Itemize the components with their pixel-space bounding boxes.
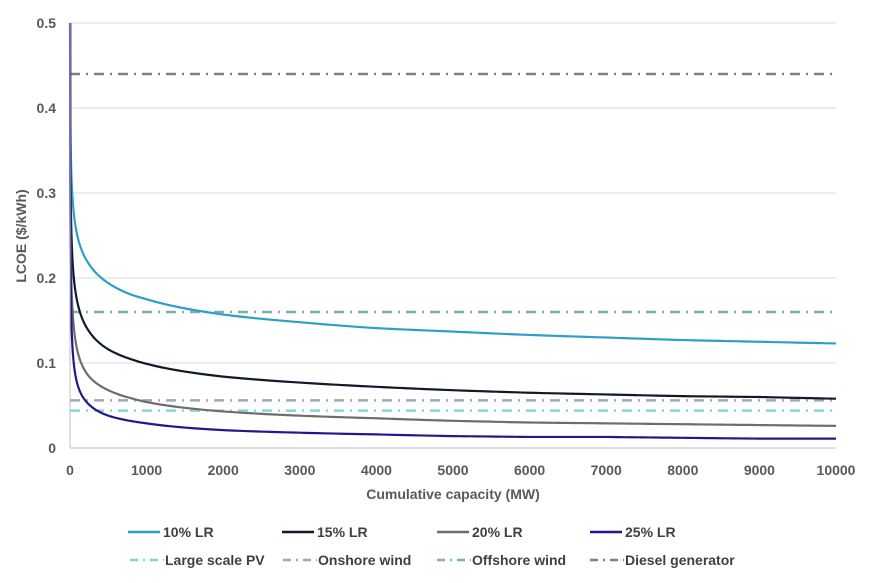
- x-tick-label: 4000: [361, 462, 392, 478]
- legend-label: 10% LR: [163, 524, 214, 540]
- legend-item-20-lr: 20% LR: [437, 524, 523, 540]
- y-axis-title: LCOE ($/kWh): [13, 189, 29, 282]
- gridlines: [70, 22, 836, 364]
- legend-label: 25% LR: [625, 524, 676, 540]
- y-tick-label: 0.4: [37, 100, 57, 116]
- y-tick-label: 0.3: [37, 185, 57, 201]
- legend-item-large-scale-pv: Large scale PV: [130, 552, 265, 568]
- legend-label: 20% LR: [472, 524, 523, 540]
- x-tick-labels: 0 1000 2000 3000 4000 5000 6000 7000 8000 9000 100…: [66, 462, 856, 478]
- legend-item-diesel-generator: Diesel generator: [590, 552, 735, 568]
- legend-item-25-lr: 25% LR: [590, 524, 676, 540]
- x-tick-label: 8000: [667, 462, 698, 478]
- legend-item-10-lr: 10% LR: [128, 524, 214, 540]
- y-tick-label: 0.5: [37, 15, 57, 31]
- y-tick-labels: 0 0.1 0.2 0.3 0.4 0.5: [37, 15, 57, 456]
- legend-item-offshore-wind: Offshore wind: [437, 552, 566, 568]
- curve-25-lr: [68, 22, 836, 440]
- legend: 10% LR 15% LR 20% LR 25% LR Large scale PV On…: [128, 524, 735, 568]
- x-tick-label: 10000: [817, 462, 856, 478]
- reference-lines: [70, 72, 836, 412]
- y-tick-label: 0: [48, 440, 56, 456]
- legend-label: 15% LR: [317, 524, 368, 540]
- curve-15-lr: [68, 22, 837, 400]
- curve-10-lr: [68, 22, 837, 345]
- legend-label: Diesel generator: [625, 552, 735, 568]
- legend-label: Large scale PV: [165, 552, 265, 568]
- x-tick-label: 1000: [131, 462, 162, 478]
- x-axis-title: Cumulative capacity (MW): [366, 486, 539, 502]
- x-tick-label: 0: [66, 462, 74, 478]
- x-tick-label: 9000: [744, 462, 775, 478]
- legend-item-15-lr: 15% LR: [282, 524, 368, 540]
- legend-label: Onshore wind: [318, 552, 411, 568]
- y-tick-label: 0.1: [37, 355, 57, 371]
- x-tick-label: 5000: [437, 462, 468, 478]
- x-tick-label: 6000: [514, 462, 545, 478]
- x-tick-label: 2000: [208, 462, 239, 478]
- legend-label: Offshore wind: [472, 552, 566, 568]
- axes: [69, 23, 836, 449]
- legend-item-onshore-wind: Onshore wind: [283, 552, 411, 568]
- y-tick-label: 0.2: [37, 270, 57, 286]
- x-tick-label: 3000: [284, 462, 315, 478]
- curve-20-lr: [68, 22, 837, 427]
- learning-curves: [68, 22, 837, 440]
- x-tick-label: 7000: [591, 462, 622, 478]
